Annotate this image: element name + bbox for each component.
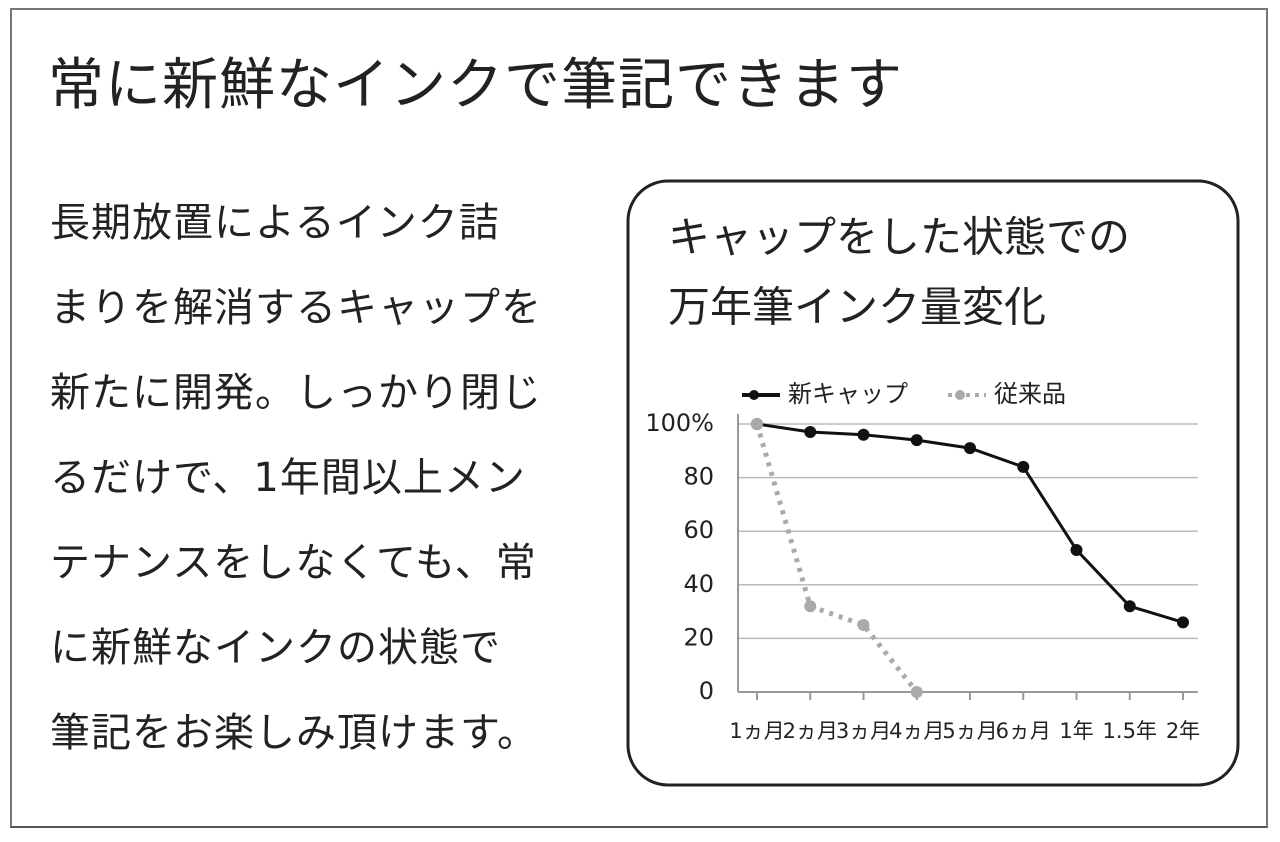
data-point [804, 600, 817, 613]
x-tick-label: 1ヵ月 [729, 719, 784, 743]
data-point [1017, 460, 1030, 473]
body-line: るだけで、1年間以上メン [50, 455, 526, 501]
y-tick-label: 0 [699, 677, 714, 705]
x-tick-label: 1年 [1059, 719, 1093, 743]
data-point [1070, 543, 1083, 556]
x-tick-label: 5ヵ月 [942, 719, 997, 743]
frame [10, 8, 1268, 828]
x-tick-label: 3ヵ月 [836, 719, 891, 743]
legend-marker [749, 390, 759, 400]
data-point [964, 442, 976, 455]
y-tick-label: 100% [645, 409, 714, 437]
body-line: 長期放置によるインク詰 [50, 200, 500, 246]
body-line: まりを解消するキャップを [50, 285, 542, 331]
chart-box [626, 179, 1240, 787]
y-tick-label: 60 [683, 516, 714, 544]
x-tick-label: 2年 [1166, 719, 1200, 743]
data-point [804, 426, 817, 439]
data-point [857, 428, 870, 441]
chart-title: キャップをした状態での [668, 213, 1130, 262]
legend-label: 従来品 [994, 380, 1066, 408]
data-point [751, 418, 763, 430]
data-point [1123, 600, 1136, 613]
legend-label: 新キャップ [788, 380, 908, 408]
data-point [1177, 616, 1189, 629]
data-point [857, 619, 870, 631]
x-tick-label: 2ヵ月 [783, 719, 838, 743]
x-tick-label: 1.5年 [1103, 719, 1157, 743]
legend-marker [955, 390, 965, 400]
data-point [910, 434, 923, 447]
x-tick-label: 4ヵ月 [889, 719, 944, 743]
x-tick-label: 6ヵ月 [996, 719, 1051, 743]
body-line: テナンスをしなくても、常 [50, 540, 537, 586]
body-line: に新鮮なインクの状態で [50, 625, 501, 671]
data-point [910, 686, 923, 698]
heading: 常に新鮮なインクで筆記できます [48, 53, 903, 118]
y-tick-label: 20 [683, 623, 714, 651]
y-tick-label: 40 [683, 570, 714, 598]
chart-title: 万年筆インク量変化 [668, 283, 1046, 332]
y-tick-label: 80 [683, 463, 714, 491]
series-line [754, 423, 919, 694]
body-line: 新たに開発。しっかり閉じ [50, 370, 542, 416]
body-line: 筆記をお楽しみ頂けます。 [50, 710, 538, 756]
